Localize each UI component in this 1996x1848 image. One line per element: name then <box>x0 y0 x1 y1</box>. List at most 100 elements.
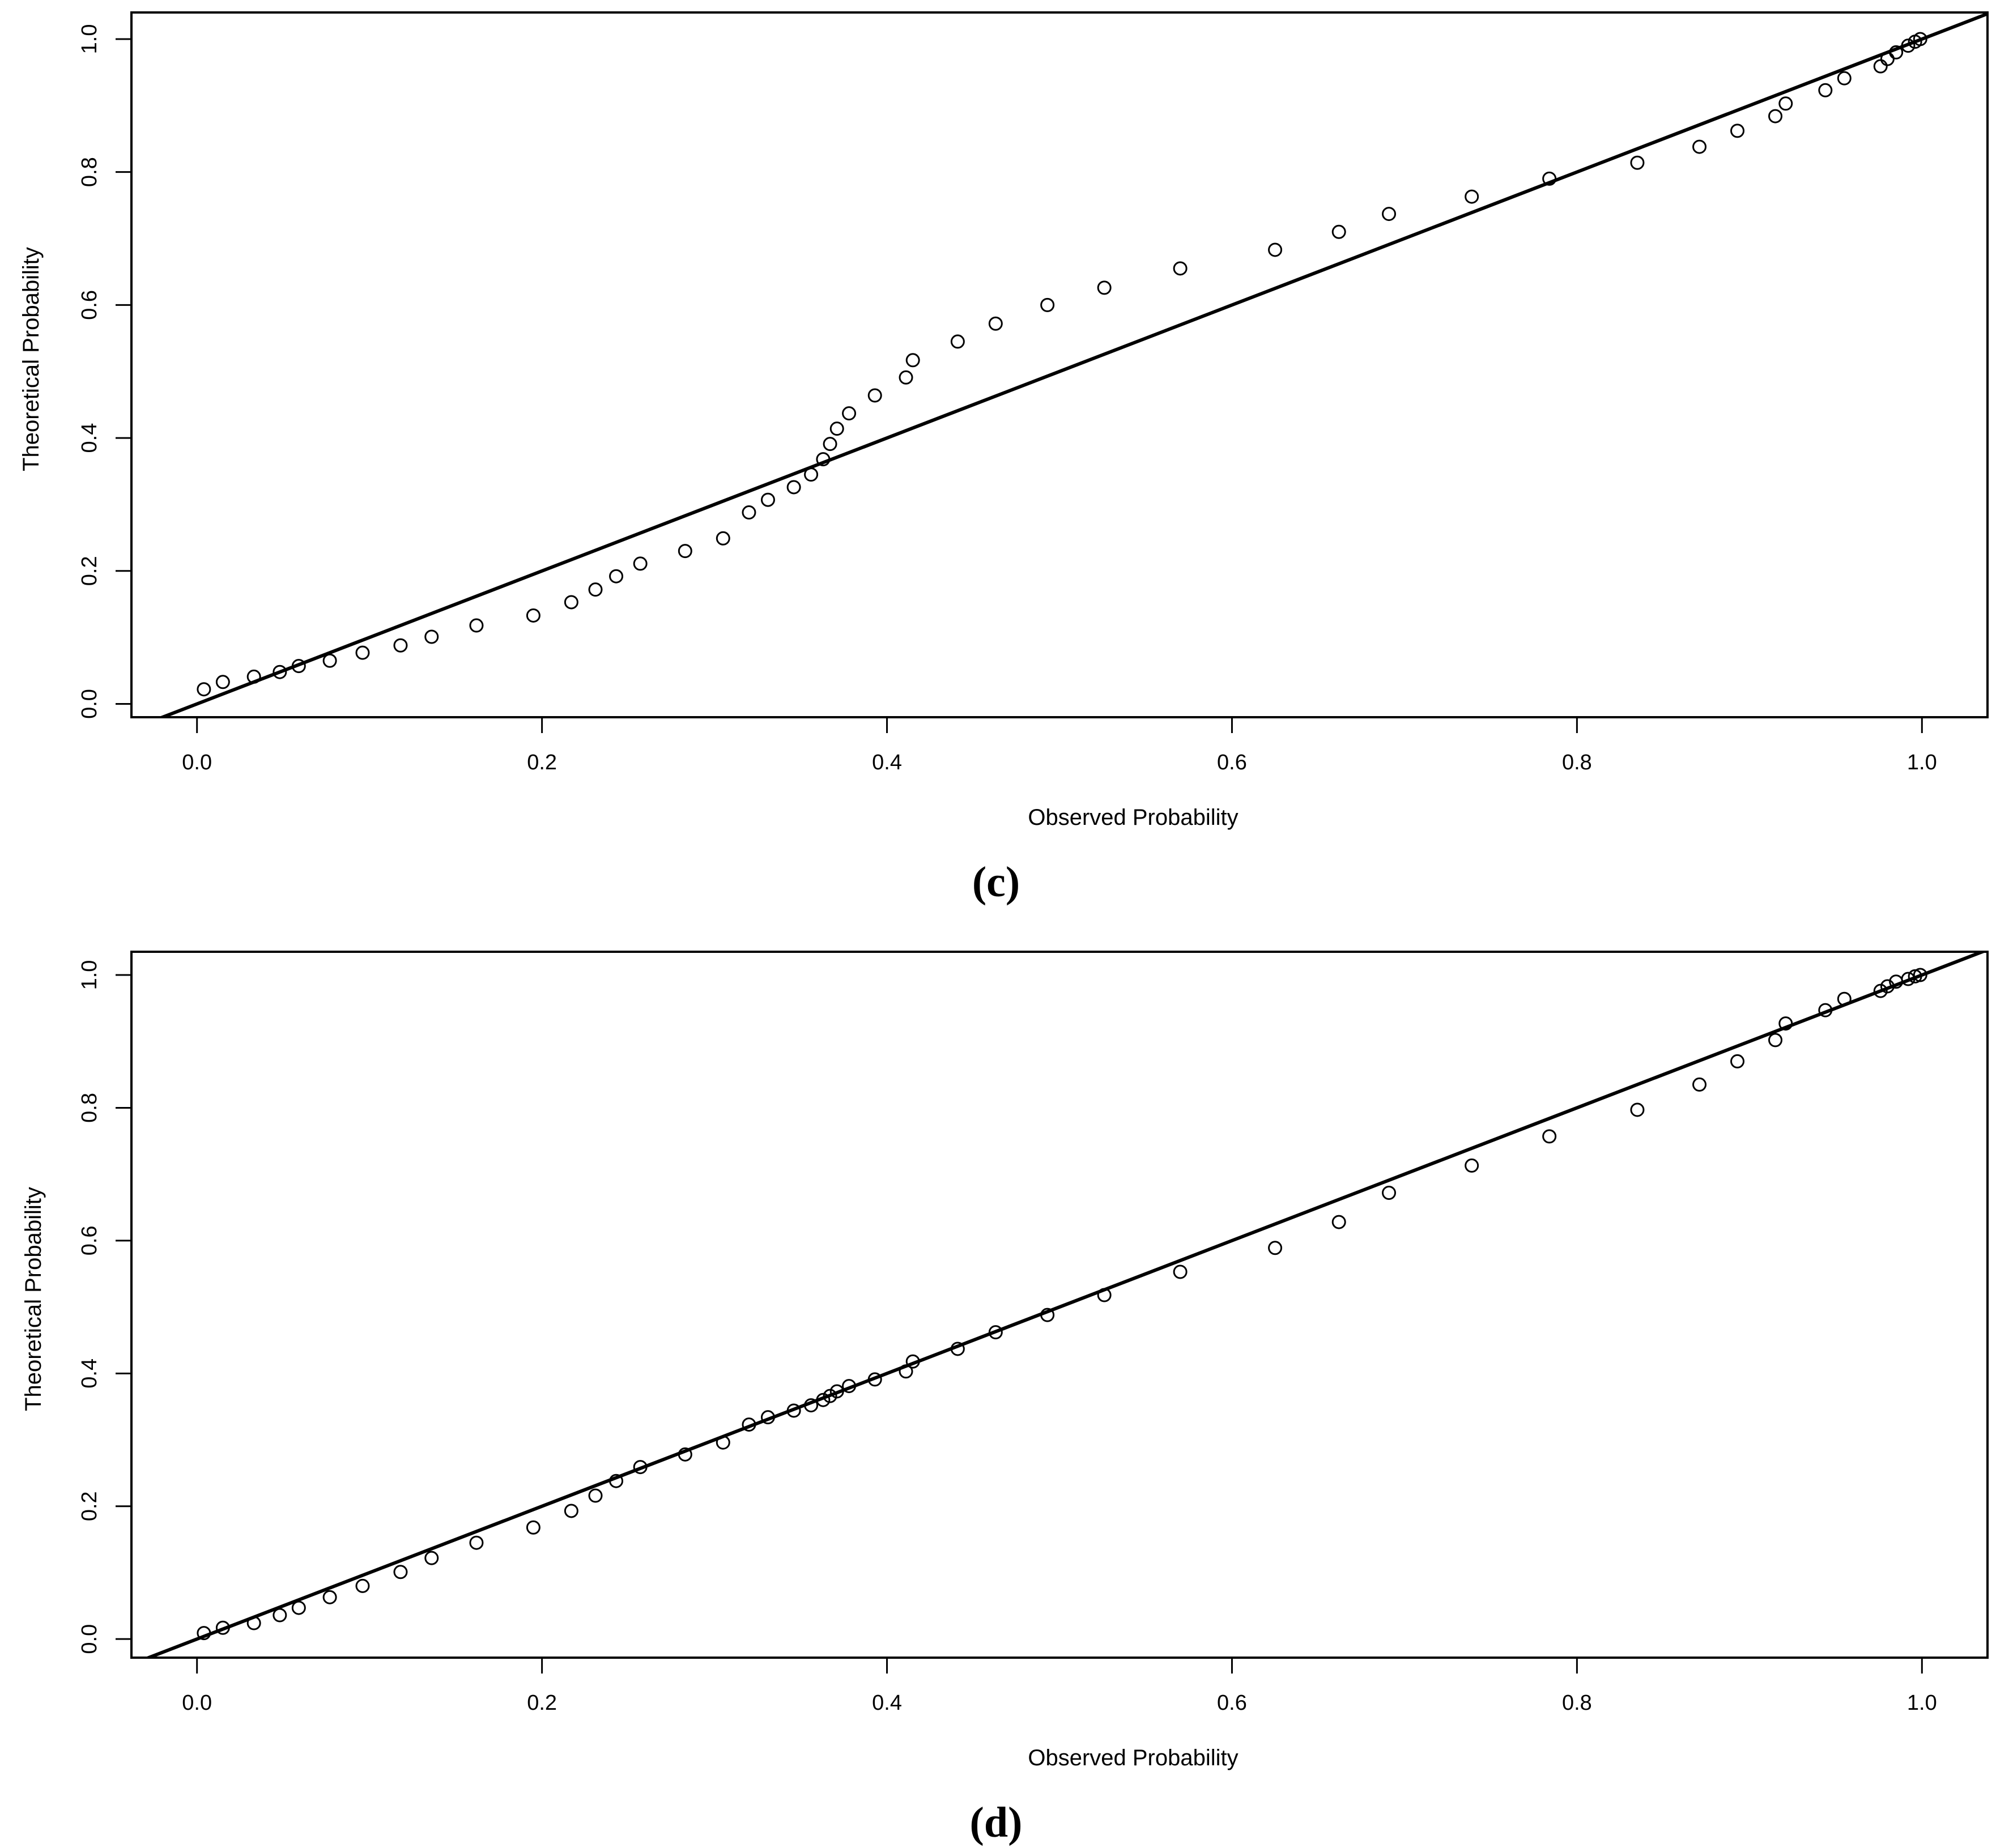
data-point <box>1880 52 1895 66</box>
data-point <box>424 1551 439 1565</box>
data-point <box>1913 968 1927 982</box>
data-point <box>1040 1308 1055 1322</box>
plot-frame <box>130 11 1989 718</box>
data-point <box>424 629 439 644</box>
data-point <box>1768 1033 1783 1048</box>
data-point <box>1692 139 1707 154</box>
data-point <box>291 659 306 674</box>
data-point <box>905 353 920 368</box>
data-point <box>588 1488 603 1503</box>
data-point <box>816 452 831 467</box>
data-point <box>829 1384 844 1399</box>
data-point <box>1873 59 1888 74</box>
data-point <box>804 1398 819 1413</box>
data-point <box>678 1447 692 1462</box>
data-points <box>197 32 1927 697</box>
data-point <box>1908 969 1922 983</box>
y-tick-label: 0.6 <box>78 290 101 320</box>
y-tick-label: 0.4 <box>78 1359 101 1389</box>
data-point <box>716 1435 730 1450</box>
data-point <box>899 370 913 385</box>
data-point <box>804 467 819 482</box>
y-tick-label: 0.8 <box>78 1093 101 1123</box>
panel-caption: (d) <box>970 1799 1023 1846</box>
data-point <box>564 595 578 610</box>
data-point <box>215 675 230 689</box>
data-point <box>393 1565 408 1579</box>
data-point <box>1818 83 1833 97</box>
x-tick-label: 0.0 <box>182 751 212 774</box>
data-point <box>1268 1241 1283 1255</box>
data-point <box>469 618 484 633</box>
y-tick-label: 0.2 <box>78 1491 101 1521</box>
data-point <box>1465 1158 1479 1173</box>
data-point <box>950 334 965 349</box>
data-point <box>1692 1077 1707 1092</box>
data-point <box>1630 155 1645 170</box>
data-point <box>197 1626 211 1641</box>
x-tick-label: 1.0 <box>1907 751 1937 774</box>
data-point <box>1837 71 1852 86</box>
data-point <box>1768 109 1783 124</box>
y-tick-label: 1.0 <box>78 24 101 54</box>
y-axis: 0.0 0.2 0.4 0.6 0.8 1.0 <box>78 24 133 719</box>
data-point <box>469 1535 484 1550</box>
data-point <box>1837 991 1852 1006</box>
data-point <box>1778 96 1793 111</box>
y-tick-label: 0.8 <box>78 157 101 187</box>
x-axis: 0.0 0.2 0.4 0.6 0.8 1.0 <box>182 1657 1937 1715</box>
data-point <box>588 582 603 597</box>
x-tick-label: 0.2 <box>527 1691 557 1715</box>
data-point <box>678 544 692 559</box>
data-point <box>1889 45 1904 59</box>
y-tick-label: 0.0 <box>78 689 101 719</box>
data-point <box>1268 242 1283 257</box>
data-point <box>988 1325 1003 1340</box>
data-point <box>355 645 370 660</box>
x-tick-label: 0.0 <box>182 1691 212 1715</box>
data-point <box>564 1504 578 1518</box>
y-axis-title: Theoretical Probability <box>19 247 44 471</box>
data-point <box>867 1372 882 1387</box>
data-point <box>1778 1016 1793 1031</box>
data-point <box>322 653 337 668</box>
data-point <box>197 682 211 697</box>
y-axis-title: Theoretical Probability <box>21 1187 46 1411</box>
data-point <box>633 1460 648 1475</box>
data-point <box>1730 1054 1745 1068</box>
data-point <box>1901 39 1916 53</box>
data-point <box>1382 1185 1397 1200</box>
data-point <box>1097 1288 1112 1302</box>
x-tick-label: 0.2 <box>527 751 557 774</box>
data-point <box>1630 1102 1645 1117</box>
data-point <box>716 531 730 546</box>
data-point <box>899 1364 913 1379</box>
data-point <box>842 1379 857 1394</box>
data-point <box>1173 261 1188 276</box>
data-point <box>1040 297 1055 312</box>
x-tick-label: 0.8 <box>1562 1691 1592 1715</box>
data-point <box>1097 280 1112 295</box>
data-point <box>273 1608 287 1623</box>
x-tick-label: 0.6 <box>1217 751 1247 774</box>
y-tick-label: 1.0 <box>78 960 101 990</box>
data-point <box>633 556 648 571</box>
y-tick-label: 0.2 <box>78 556 101 586</box>
x-tick-label: 1.0 <box>1907 1691 1937 1715</box>
data-point <box>842 406 857 421</box>
data-point <box>829 421 844 436</box>
x-tick-label: 0.8 <box>1562 751 1592 774</box>
data-point <box>393 638 408 653</box>
y-tick-label: 0.4 <box>78 423 101 453</box>
data-point <box>1542 171 1557 186</box>
data-point <box>1913 32 1927 46</box>
y-tick-label: 0.0 <box>78 1624 101 1654</box>
data-point <box>1382 207 1397 222</box>
data-point <box>273 665 287 679</box>
data-point <box>246 669 261 684</box>
y-axis: 0.0 0.2 0.4 0.6 0.8 1.0 <box>78 960 133 1654</box>
data-point <box>905 1354 920 1369</box>
chart-panel-c: 0.0 0.2 0.4 0.6 0.8 1.0 0.0 0.2 0.4 0.6 0.8 1.0 Obse… <box>19 11 1989 906</box>
x-axis-title: Observed Probability <box>1028 805 1238 830</box>
data-point <box>742 505 756 520</box>
